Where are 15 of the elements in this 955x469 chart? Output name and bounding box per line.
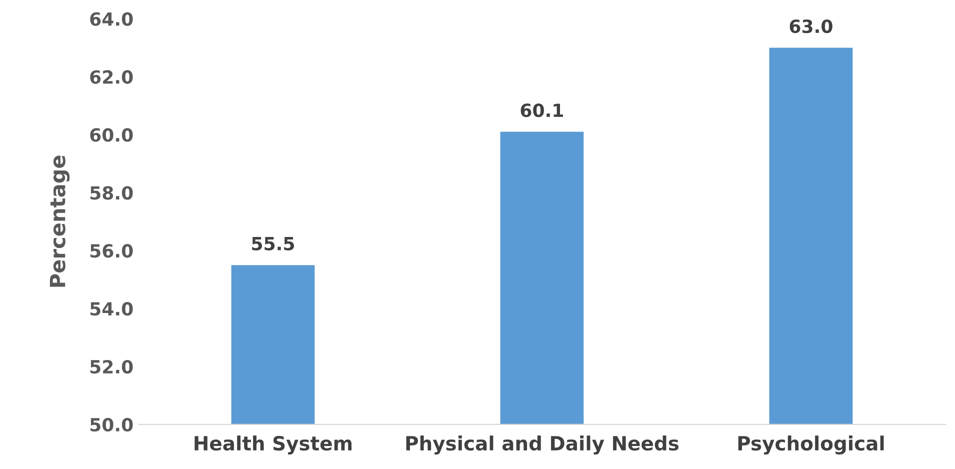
x-tick-label: Physical and Daily Needs (406, 436, 678, 455)
y-axis-title: Percentage (50, 156, 70, 287)
y-tick-label: 64.0 (90, 12, 133, 26)
y-tick-label: 54.0 (90, 302, 133, 316)
y-tick-label: 62.0 (90, 70, 133, 84)
y-tick-label: 58.0 (90, 186, 133, 200)
data-label: 63.0 (790, 19, 832, 34)
x-tick-label: Health System (194, 436, 352, 455)
x-tick-label: Psychological (738, 436, 884, 455)
y-tick-label: 50.0 (90, 418, 133, 432)
data-label: 55.5 (252, 237, 294, 250)
y-tick-label: 60.0 (90, 128, 133, 142)
y-tick-label: 52.0 (90, 360, 133, 374)
data-label: 60.1 (520, 104, 563, 118)
y-tick-label: 56.0 (90, 244, 133, 258)
